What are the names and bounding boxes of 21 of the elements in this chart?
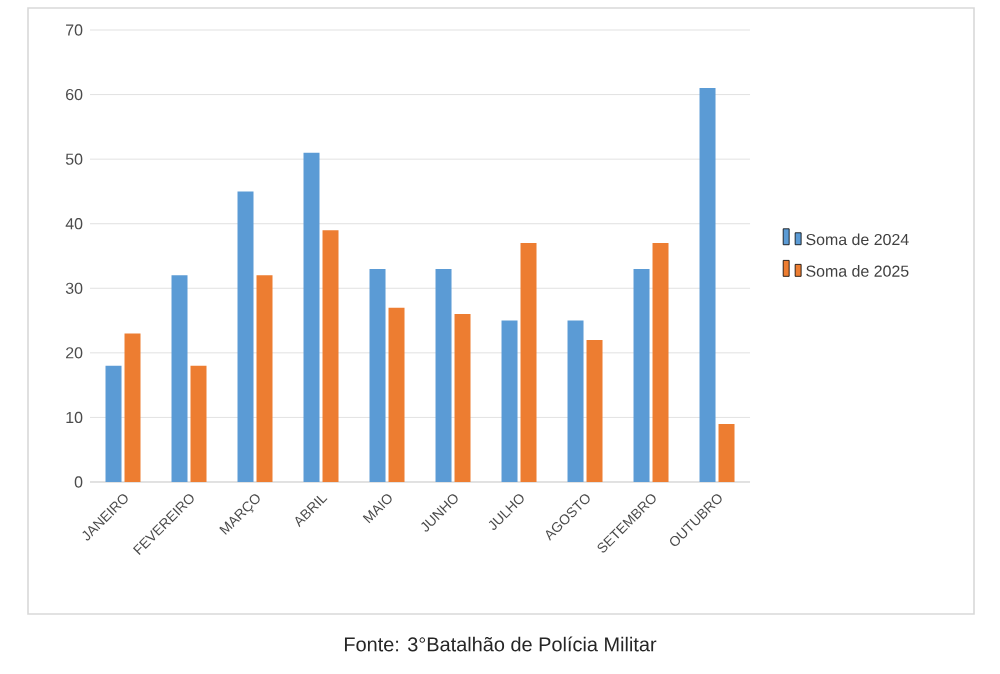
- bar: [435, 268, 452, 482]
- bar: [190, 365, 207, 482]
- bar: [369, 268, 386, 482]
- bar: [520, 243, 537, 482]
- bar: [586, 339, 603, 482]
- bar: [388, 307, 405, 482]
- bar: [699, 88, 716, 482]
- bar: [567, 320, 584, 482]
- bar: [124, 333, 141, 482]
- bar: [652, 243, 669, 482]
- bar: [633, 268, 650, 482]
- bar: [718, 423, 735, 482]
- bar: [256, 275, 273, 482]
- bar: [105, 365, 122, 482]
- bar: [501, 320, 518, 482]
- bar: [303, 152, 320, 482]
- bar: [171, 275, 188, 482]
- bar: [322, 230, 339, 482]
- bar: [237, 191, 254, 482]
- source-note: Fonte: 3°Batalhão de Polícia Militar: [344, 636, 657, 652]
- bar: [454, 314, 471, 482]
